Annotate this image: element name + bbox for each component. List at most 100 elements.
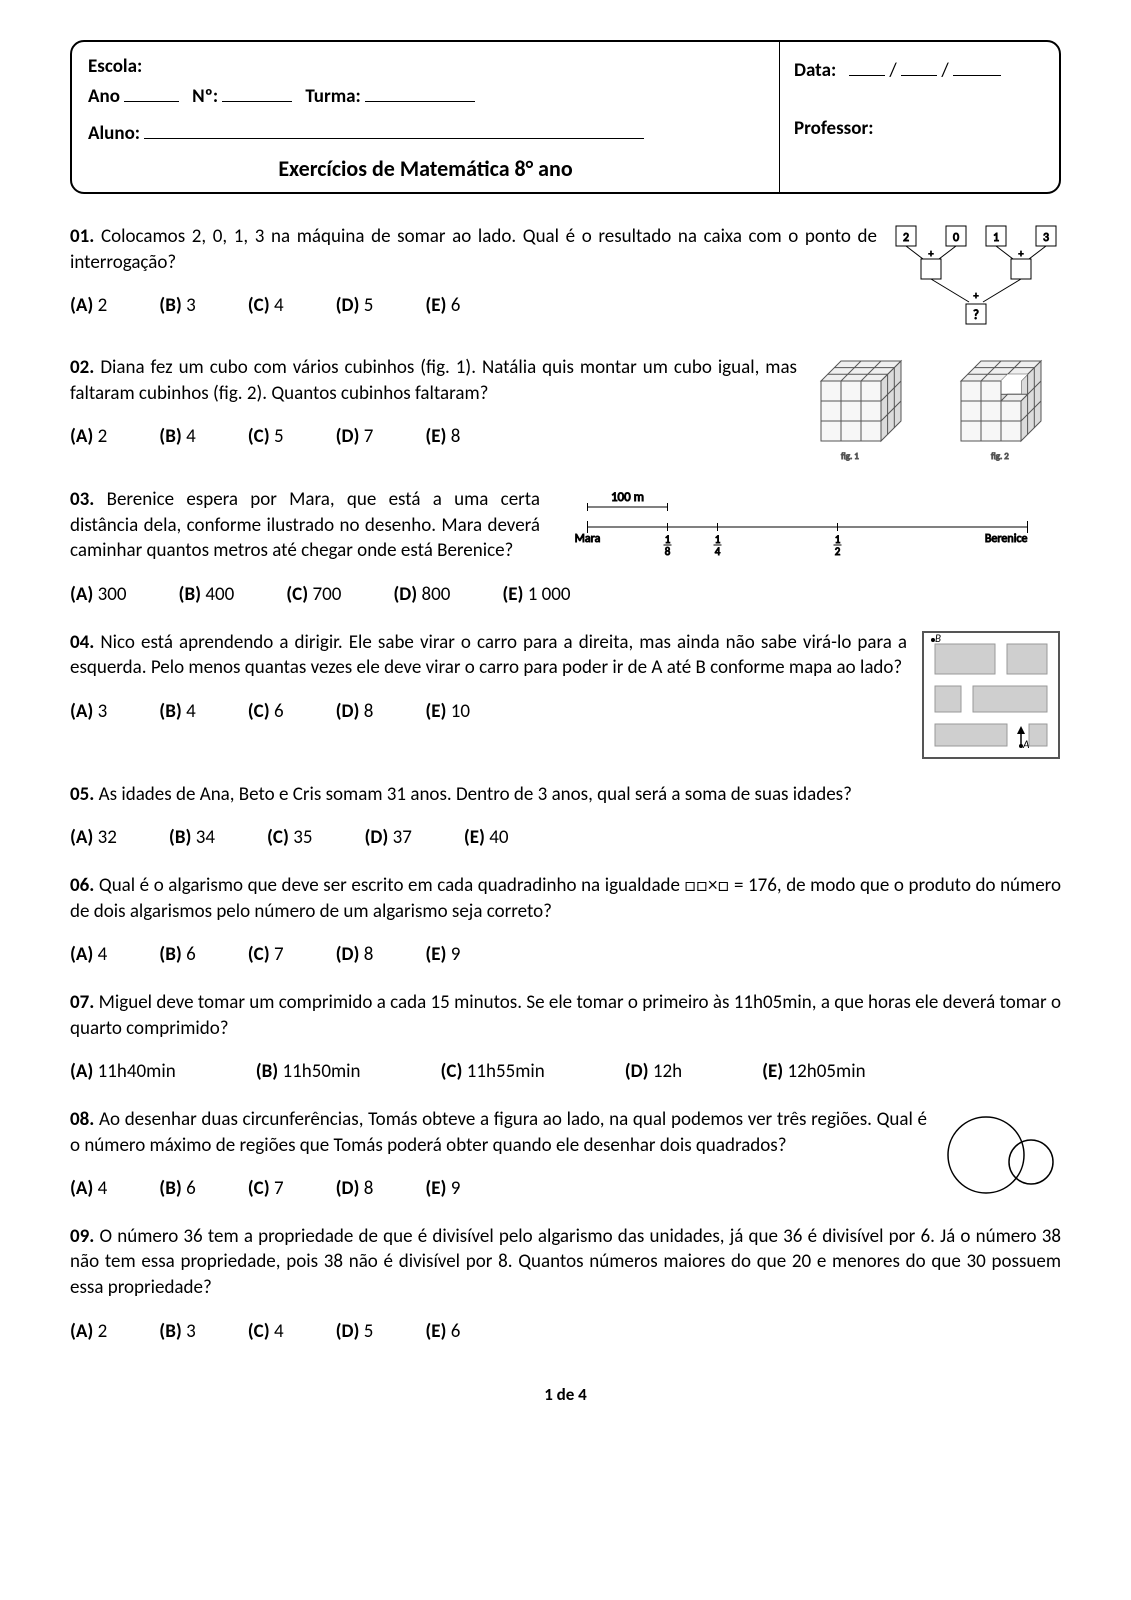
svg-text:A: A [1022, 738, 1030, 751]
question-04: 04. Nico está aprendendo a dirigir. Ele … [70, 630, 1061, 760]
q03-opt-a: (A) 300 [70, 582, 127, 608]
svg-text:Berenice: Berenice [985, 532, 1028, 546]
q05-options: (A) 32 (B) 34 (C) 35 (D) 37 (E) 40 [70, 825, 1061, 851]
data-sep-2: / [941, 59, 948, 82]
data-day-blank[interactable] [849, 56, 885, 76]
q02-opt-e: (E) 8 [425, 424, 460, 450]
q08-opt-d: (D) 8 [336, 1176, 374, 1202]
question-01: 01. Colocamos 2, 0, 1, 3 na máquina de s… [70, 224, 1061, 329]
question-02: 02. Diana fez um cubo com vários cubinho… [70, 355, 1061, 465]
question-06: 06. Qual é o algarismo que deve ser escr… [70, 873, 1061, 968]
q09-opt-e: (E) 6 [425, 1319, 460, 1345]
q06-options: (A) 4 (B) 6 (C) 7 (D) 8 (E) 9 [70, 942, 1061, 968]
q06-opt-d: (D) 8 [336, 942, 374, 968]
q08-opt-b: (B) 6 [159, 1176, 195, 1202]
worksheet-title: Exercícios de Matemática 8° ano [88, 149, 763, 188]
worksheet-page: Escola: Ano Nº: Turma: Aluno: Exercícios… [0, 0, 1131, 1600]
q08-text: Ao desenhar duas circunferências, Tomás … [70, 1108, 927, 1157]
q07-opt-b: (B) 11h50min [256, 1059, 361, 1085]
questions-content: 01. Colocamos 2, 0, 1, 3 na máquina de s… [70, 224, 1061, 1344]
q02-text: Diana fez um cubo com vários cubinhos (f… [70, 356, 797, 405]
q09-num: 09. [70, 1225, 94, 1248]
q04-opt-b: (B) 4 [159, 699, 195, 725]
q04-num: 04. [70, 631, 94, 654]
q06-opt-b: (B) 6 [159, 942, 195, 968]
q04-figure: B A [921, 630, 1061, 760]
q02-body: 02. Diana fez um cubo com vários cubinho… [70, 355, 797, 450]
q02-opt-c: (C) 5 [248, 424, 284, 450]
q01-body: 01. Colocamos 2, 0, 1, 3 na máquina de s… [70, 224, 877, 319]
aluno-line: Aluno: [88, 119, 763, 149]
q08-opt-a: (A) 4 [70, 1176, 107, 1202]
turma-label: Turma: [305, 85, 360, 108]
q05-opt-e: (E) 40 [464, 825, 509, 851]
q03-opt-b: (B) 400 [179, 582, 235, 608]
q08-options: (A) 4 (B) 6 (C) 7 (D) 8 (E) 9 [70, 1176, 927, 1202]
q06-opt-c: (C) 7 [248, 942, 284, 968]
q08-opt-c: (C) 7 [248, 1176, 284, 1202]
header-left: Escola: Ano Nº: Turma: Aluno: Exercícios… [72, 42, 779, 192]
q05-num: 05. [70, 783, 94, 806]
question-03: 03. Berenice espera por Mara, que está a… [70, 487, 1061, 564]
ano-line: Ano Nº: Turma: [88, 82, 763, 112]
q03-opt-e: (E) 1 000 [502, 582, 570, 608]
question-05: 05. As idades de Ana, Beto e Cris somam … [70, 782, 1061, 851]
ano-blank[interactable] [124, 82, 179, 102]
num-blank[interactable] [222, 82, 292, 102]
svg-text:?: ? [973, 308, 979, 323]
q07-opt-c: (C) 11h55min [441, 1059, 545, 1085]
q04-opt-a: (A) 3 [70, 699, 107, 725]
q05-opt-d: (D) 37 [364, 825, 411, 851]
q03-num: 03. [70, 488, 94, 511]
svg-text:fig. 1: fig. 1 [841, 451, 859, 462]
q01-figure: 2 0 1 3 + + + ? [891, 224, 1061, 329]
q05-opt-a: (A) 32 [70, 825, 117, 851]
aluno-blank[interactable] [144, 119, 644, 139]
q07-body: 07. Miguel deve tomar um comprimido a ca… [70, 990, 1061, 1085]
q03-text: Berenice espera por Mara, que está a uma… [70, 488, 540, 562]
svg-text:+: + [929, 247, 934, 260]
q02-num: 02. [70, 356, 94, 379]
q09-text: O número 36 tem a propriedade de que é d… [70, 1225, 1061, 1299]
aluno-label: Aluno: [88, 122, 140, 145]
header-right: Data: / / Professor: [779, 42, 1059, 192]
q08-opt-e: (E) 9 [425, 1176, 460, 1202]
turma-blank[interactable] [365, 82, 475, 102]
page-number: 1 de 4 [70, 1384, 1061, 1405]
svg-text:fig. 2: fig. 2 [991, 451, 1009, 462]
data-year-blank[interactable] [953, 56, 1001, 76]
prof-line: Professor: [794, 114, 1045, 144]
q01-opt-e: (E) 6 [425, 293, 460, 319]
data-line: Data: / / [794, 56, 1045, 86]
escola-line: Escola: [88, 52, 763, 82]
q02-opt-b: (B) 4 [159, 424, 195, 450]
ano-label: Ano [88, 85, 120, 108]
q01-opt-c: (C) 4 [248, 293, 284, 319]
q06-body: 06. Qual é o algarismo que deve ser escr… [70, 873, 1061, 968]
q03-figure: 100 m Mara 18 14 12 Berenice [554, 487, 1061, 557]
q01-opt-a: (A) 2 [70, 293, 107, 319]
escola-label: Escola: [88, 55, 142, 78]
svg-text:8: 8 [665, 545, 671, 557]
q05-opt-b: (B) 34 [169, 825, 215, 851]
q07-opt-a: (A) 11h40min [70, 1059, 176, 1085]
q03-body: 03. Berenice espera por Mara, que está a… [70, 487, 540, 564]
data-label: Data: [794, 59, 836, 82]
data-month-blank[interactable] [901, 56, 937, 76]
q05-text: As idades de Ana, Beto e Cris somam 31 a… [99, 783, 852, 806]
q06-opt-a: (A) 4 [70, 942, 107, 968]
svg-text:+: + [1019, 247, 1024, 260]
q06-num: 06. [70, 874, 94, 897]
q04-options: (A) 3 (B) 4 (C) 6 (D) 8 (E) 10 [70, 699, 907, 725]
q02-figure: fig. 1 [811, 355, 1061, 465]
svg-text:2: 2 [903, 231, 909, 245]
svg-text:1: 1 [993, 231, 999, 245]
question-07: 07. Miguel deve tomar um comprimido a ca… [70, 990, 1061, 1085]
q04-opt-e: (E) 10 [425, 699, 470, 725]
q01-text: Colocamos 2, 0, 1, 3 na máquina de somar… [70, 225, 877, 274]
svg-text:2: 2 [835, 545, 841, 557]
q09-opt-b: (B) 3 [159, 1319, 195, 1345]
q04-opt-c: (C) 6 [248, 699, 284, 725]
svg-text:100 m: 100 m [611, 490, 644, 505]
q07-num: 07. [70, 991, 94, 1014]
